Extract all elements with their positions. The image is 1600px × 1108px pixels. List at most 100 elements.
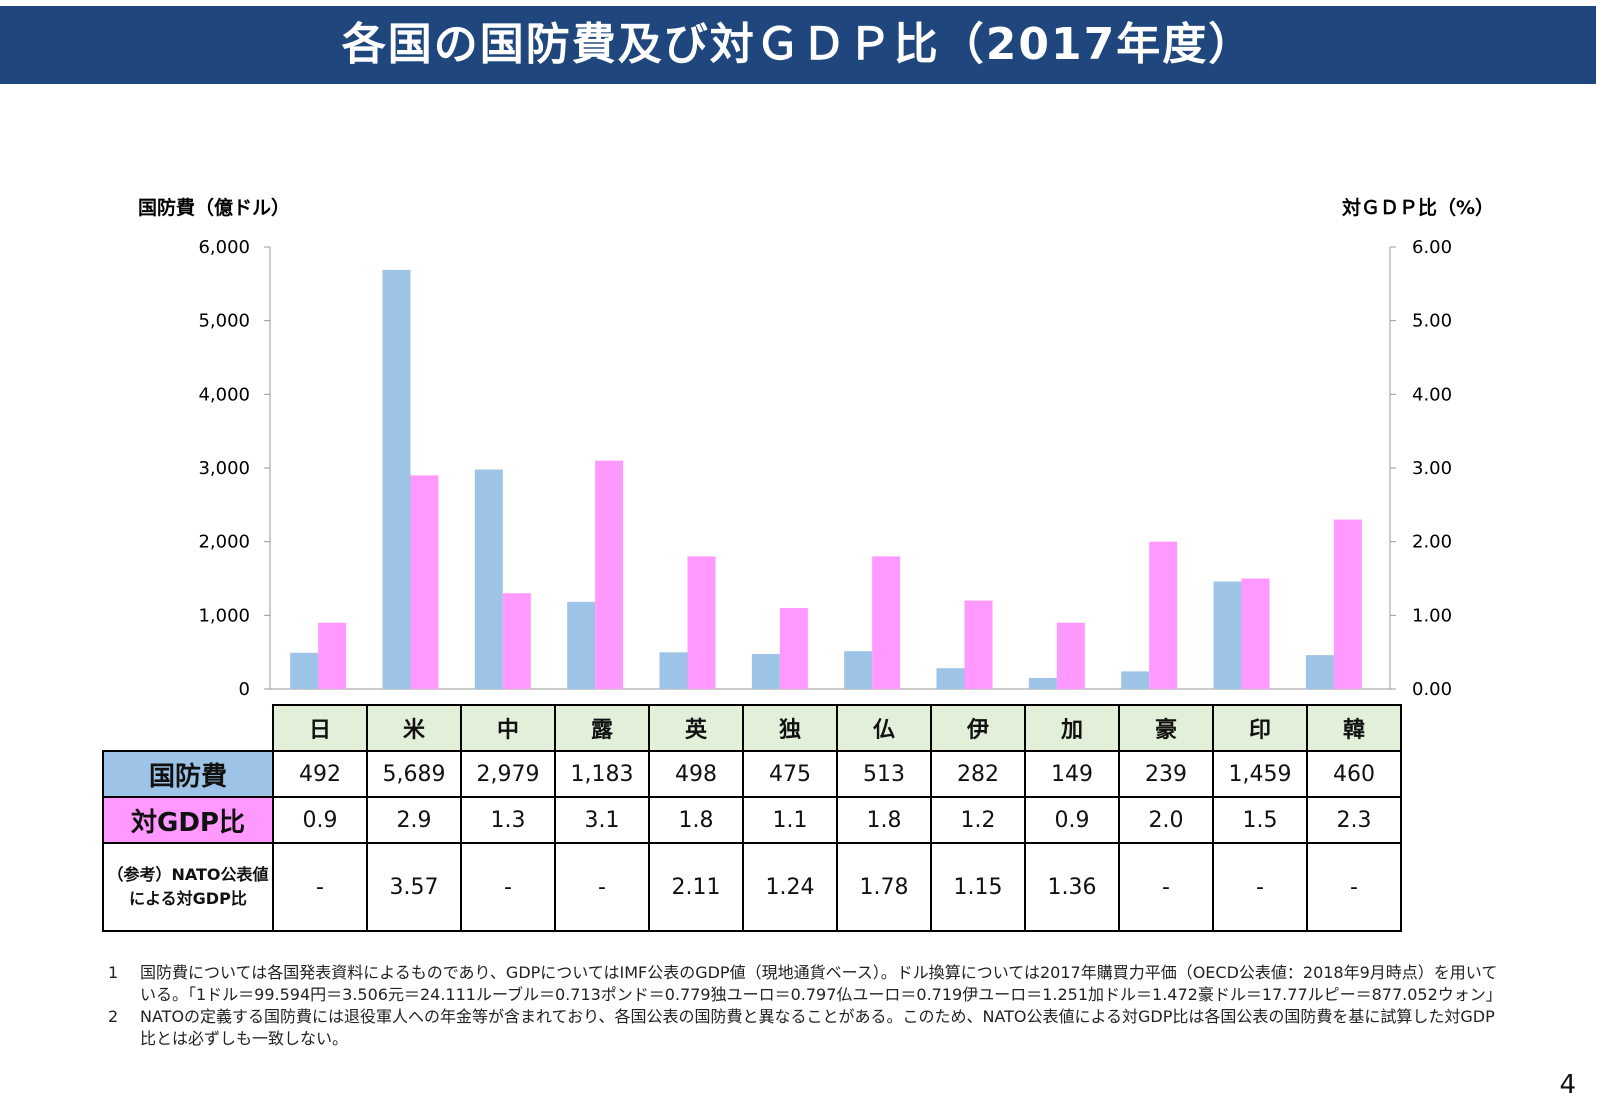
country-header-cell: 加 [1024,704,1120,752]
bar-spending [567,601,596,689]
spending-cell: 5,689 [366,750,462,798]
bar-gdp-ratio [318,622,347,689]
nato-ratio-cell: 2.11 [648,842,744,932]
country-header-cell: 印 [1212,704,1308,752]
bar-gdp-ratio [410,475,439,689]
spending-cell: 239 [1118,750,1214,798]
nato-row-header: （参考）NATO公表値による対GDP比 [102,842,274,932]
table-corner [103,705,273,751]
nato-ratio-cell: - [1306,842,1402,932]
gdp-ratio-cell: 1.1 [742,796,838,844]
y-right-tick-label: 5.00 [1412,311,1452,332]
country-header-cell: 伊 [930,704,1026,752]
page-number: 4 [1559,1070,1576,1100]
footnote-number: 1 [108,963,119,982]
bar-spending [659,652,688,689]
y-right-tick-label: 0.00 [1412,679,1452,700]
footnote-1: 1 国防費については各国発表資料によるものであり、GDPについてはIMF公表のG… [108,962,1508,1006]
y-left-tick-label: 3,000 [198,458,250,479]
bar-spending [474,469,503,689]
country-header-cell: 露 [554,704,650,752]
nato-ratio-cell: - [554,842,650,932]
gdp-ratio-cell: 1.8 [836,796,932,844]
page-title: 各国の国防費及び対ＧＤＰ比（2017年度） [0,6,1596,84]
footnote-text: 国防費については各国発表資料によるものであり、GDPについてはIMF公表のGDP… [140,963,1502,1004]
country-header-cell: 豪 [1118,704,1214,752]
spending-cell: 1,459 [1212,750,1308,798]
spending-row: 国防費 492 5,689 2,979 1,183 498 475 513 282 149 239… [102,750,1402,798]
bar-spending [1121,671,1150,689]
bar-spending [844,651,873,689]
y-left-tick-label: 5,000 [198,311,250,332]
nato-ratio-cell: - [460,842,556,932]
gdp-ratio-cell: 2.9 [366,796,462,844]
bar-spending [1213,581,1242,689]
y-left-tick-label: 2,000 [198,532,250,553]
y-right-tick-label: 1.00 [1412,605,1452,626]
y-left-tick-label: 0 [239,679,250,700]
country-header-cell: 仏 [836,704,932,752]
gdp-ratio-cell: 0.9 [1024,796,1120,844]
country-header-row: 日米中露英独仏伊加豪印韓 [103,704,1402,752]
spending-row-header: 国防費 [102,750,274,798]
y-left-axis-title: 国防費（億ドル） [138,196,290,219]
footnote-text: NATOの定義する国防費には退役軍人への年金等が含まれており、各国公表の国防費と… [140,1007,1495,1048]
nato-ratio-cell: 1.15 [930,842,1026,932]
spending-cell: 282 [930,750,1026,798]
bar-spending [382,269,411,689]
bar-gdp-ratio [1149,541,1178,689]
footnote-2: 2 NATOの定義する国防費には退役軍人への年金等が含まれており、各国公表の国防… [108,1006,1508,1050]
country-header-cell: 米 [366,704,462,752]
country-header-cell: 韓 [1306,704,1402,752]
dual-axis-bar-chart: 国防費（億ドル） 対ＧＤＰ比（%） 0 1,000 2,000 3,000 4,000 5… [138,196,1494,700]
spending-cell: 492 [272,750,368,798]
nato-ratio-cell: 1.36 [1024,842,1120,932]
spending-cell: 475 [742,750,838,798]
data-table: 日米中露英独仏伊加豪印韓 国防費 492 5,689 2,979 1,183 498 47… [102,704,1402,932]
bar-gdp-ratio [872,556,901,689]
y-right-axis-title: 対ＧＤＰ比（%） [1341,196,1494,219]
chart-bars [290,269,1362,689]
bar-gdp-ratio [1241,578,1270,689]
country-header-cell: 中 [460,704,556,752]
gdp-ratio-cell: 2.3 [1306,796,1402,844]
y-right-tick-label: 4.00 [1412,384,1452,405]
nato-ratio-cell: 3.57 [366,842,462,932]
y-right-tick-label: 6.00 [1412,237,1452,258]
bar-gdp-ratio [595,460,624,689]
gdp-row-header: 対GDP比 [102,796,274,844]
bar-spending [290,652,319,689]
nato-ratio-cell: - [1212,842,1308,932]
spending-cell: 149 [1024,750,1120,798]
gdp-ratio-cell: 2.0 [1118,796,1214,844]
bar-gdp-ratio [779,607,808,689]
country-header-cell: 独 [742,704,838,752]
bar-spending [1305,655,1334,689]
bar-gdp-ratio [1056,622,1085,689]
gdp-ratio-row: 対GDP比 0.9 2.9 1.3 3.1 1.8 1.1 1.8 1.2 0.9 2.0 1.5 2… [102,796,1402,844]
y-left-tick-label: 4,000 [198,384,250,405]
nato-ratio-row: （参考）NATO公表値による対GDP比 -3.57- -2.11 1.24 1.78 1… [102,842,1402,932]
country-header-cell: 英 [648,704,744,752]
gdp-ratio-cell: 1.2 [930,796,1026,844]
nato-ratio-cell: - [1118,842,1214,932]
bar-gdp-ratio [964,600,993,689]
bar-gdp-ratio [687,556,716,689]
nato-ratio-cell: 1.78 [836,842,932,932]
country-header-cell: 日 [272,704,368,752]
chart-axes: 0 1,000 2,000 3,000 4,000 5,000 6,000 0.00 1.00 2… [198,237,1452,700]
bar-spending [936,668,965,689]
y-left-tick-label: 6,000 [198,237,250,258]
spending-cell: 1,183 [554,750,650,798]
gdp-ratio-cell: 1.3 [460,796,556,844]
spending-cell: 2,979 [460,750,556,798]
footnotes: 1 国防費については各国発表資料によるものであり、GDPについてはIMF公表のG… [108,962,1508,1050]
spending-cell: 513 [836,750,932,798]
y-right-tick-label: 3.00 [1412,458,1452,479]
nato-ratio-cell: - [272,842,368,932]
gdp-ratio-cell: 3.1 [554,796,650,844]
gdp-ratio-cell: 1.5 [1212,796,1308,844]
nato-ratio-cell: 1.24 [742,842,838,932]
gdp-ratio-cell: 0.9 [272,796,368,844]
y-right-tick-label: 2.00 [1412,532,1452,553]
